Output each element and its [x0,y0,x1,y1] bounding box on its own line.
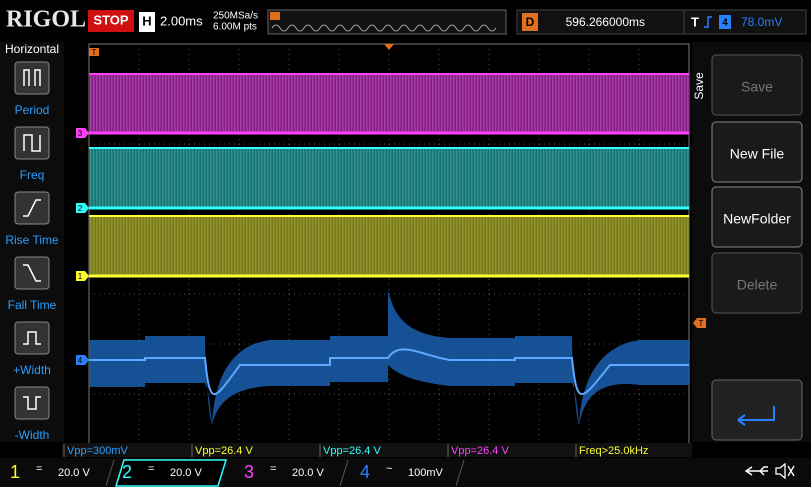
overview-marker [270,12,280,20]
channel-marker-label: 1 [78,272,83,281]
trigger-source: 4 [722,18,728,29]
enter-button[interactable] [711,379,803,441]
timebase-label: H [142,13,151,28]
menu-button-label: Delete [737,277,778,293]
measurement: Vpp=26.4 V [323,445,381,457]
menu-icon-glyph [23,134,41,152]
right-menu-title: Save [692,72,706,100]
active-channel-frame [114,459,228,487]
usb-icon [744,466,768,476]
menu-item-label[interactable]: Freq [20,168,45,182]
channel-coupling: = [36,463,42,475]
delay[interactable]: 596.266000ms [566,15,645,29]
channel-marker-label: 3 [78,129,83,138]
delay-box [516,9,688,35]
channel-divider [105,459,115,487]
time-marker [89,48,99,56]
menu-button[interactable] [711,186,803,248]
trigger-label: T [691,14,699,29]
channel-coupling: ~ [386,463,392,475]
trigger-level-marker-label: T [699,319,704,328]
measurement: Freq>25.0kHz [579,445,648,457]
menu-button[interactable] [711,121,803,183]
ch1-trace-texture [89,216,689,276]
measurement: Vpp=300mV [67,445,129,457]
channel-marker-label: 2 [78,204,83,213]
menu-button-label: New File [730,146,785,162]
menu-icon-glyph [23,69,41,86]
channel-divider [455,459,465,487]
menu-icon[interactable] [14,321,50,355]
menu-item-label[interactable]: Fall Time [8,298,57,312]
menu-icon[interactable] [14,61,50,95]
channel-number[interactable]: 3 [244,462,254,482]
sample-rate: 250MSa/s [213,11,258,22]
trigger-edge-icon [704,16,712,28]
sound-icon[interactable] [775,462,795,480]
channel-marker [76,203,89,213]
trigger-level-marker [693,318,706,328]
channel-coupling: = [270,463,276,475]
menu-icon-glyph [23,199,41,217]
channel-marker [76,128,89,138]
left-menu-title: Horizontal [5,42,59,56]
menu-item-label[interactable]: Period [15,103,50,117]
timebase[interactable]: 2.00ms [160,13,203,28]
menu-icon-glyph [23,264,41,282]
trigger-level[interactable]: 78.0mV [741,15,782,29]
time-marker-label: T [92,48,97,57]
left-menu [0,42,64,442]
measurement-bar [62,443,692,457]
channel-number[interactable]: 4 [360,462,370,482]
delay-label-box [522,13,538,31]
memory-depth: 6.00M pts [213,22,257,33]
channel-scale: 20.0 V [292,467,324,479]
trigger-source-box [719,15,731,29]
channel-coupling: = [148,463,154,475]
measurement: Vpp=26.4 V [451,445,509,457]
ch3-trace-texture [89,73,689,133]
menu-icon-glyph [23,331,41,345]
channel-divider [339,459,349,487]
channel-scale: 20.0 V [170,467,202,479]
timebase-box [139,12,155,32]
menu-item-label[interactable]: +Width [13,363,51,377]
channel-scale: 20.0 V [58,467,90,479]
delay-label: D [526,15,535,29]
channel-marker [76,355,89,365]
memory-overview [267,9,507,35]
channel-number[interactable]: 1 [10,462,20,482]
brand: RIGOL [6,7,86,33]
menu-button-label: NewFolder [723,211,791,227]
channel-number[interactable]: 2 [122,462,132,482]
ch4-center [89,348,689,395]
trigger-box [683,9,807,35]
menu-item-label[interactable]: Rise Time [5,233,59,247]
menu-button[interactable] [711,54,803,116]
status: STOP [93,12,128,27]
channel-scale: 100mV [408,467,444,479]
menu-icon[interactable] [14,386,50,420]
channel-marker-label: 4 [78,356,83,365]
ch2-trace-texture [89,147,689,207]
menu-item-label[interactable]: -Width [15,428,50,442]
menu-button-label: Save [741,79,773,95]
enter-icon [737,406,775,426]
menu-button[interactable] [711,252,803,314]
measurement: Vpp=26.4 V [195,445,253,457]
menu-icon-glyph [23,396,41,410]
channel-marker [76,271,89,281]
overview-wave [271,24,497,32]
status-box[interactable] [88,10,134,32]
trigger-position-marker [384,44,394,50]
